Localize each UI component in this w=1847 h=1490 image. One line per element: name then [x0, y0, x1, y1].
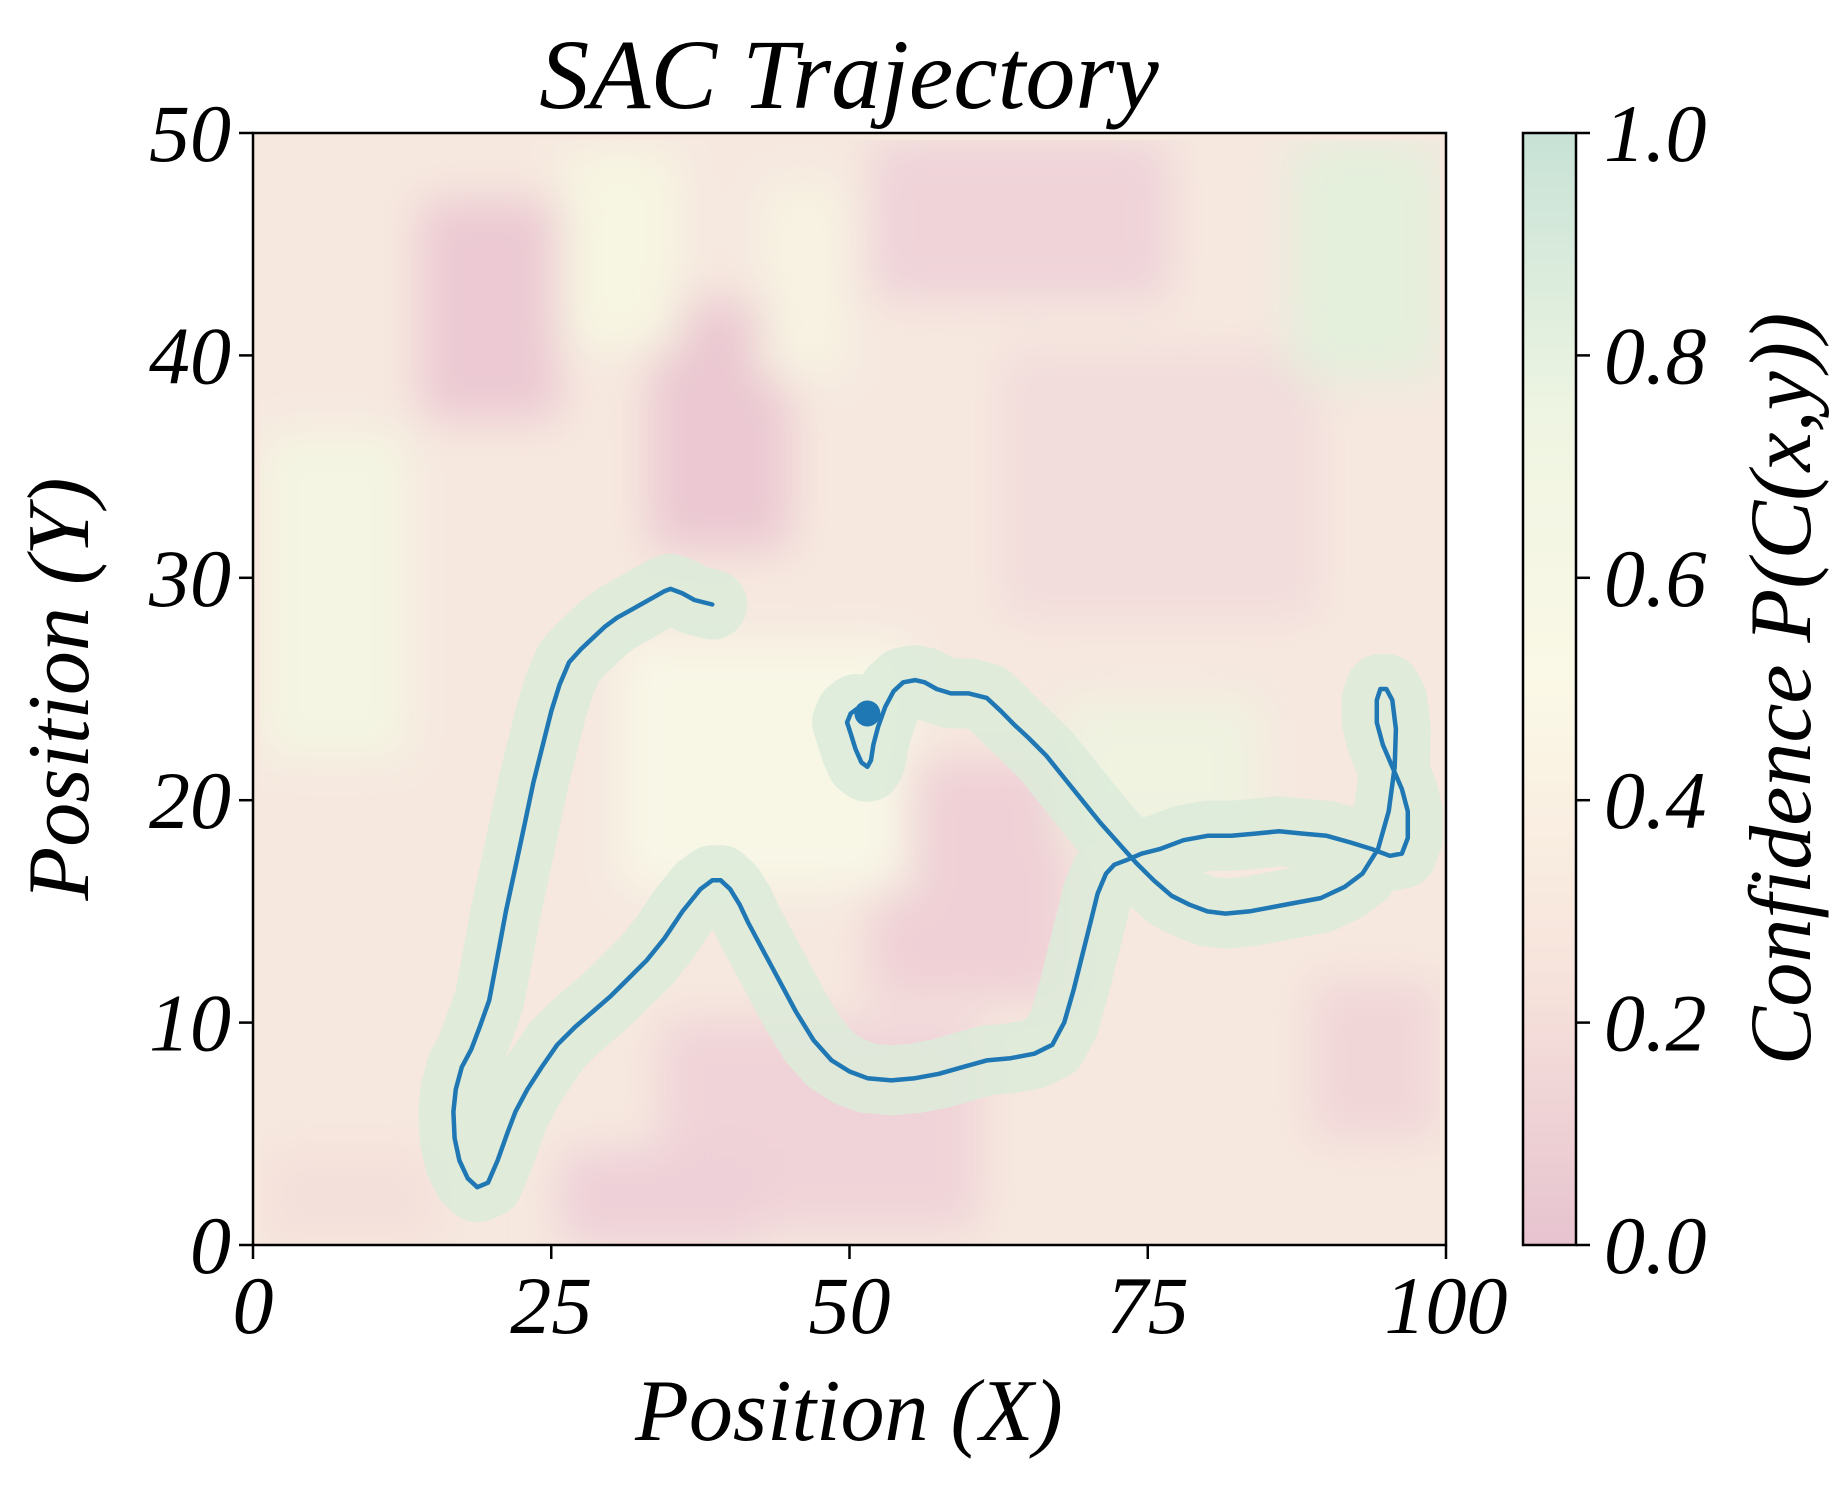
heatmap-low-zone	[420, 200, 560, 420]
trajectory-line	[451, 586, 1411, 1190]
heatmap-low-zone	[1000, 350, 1320, 620]
y-tick-label: 30	[148, 533, 231, 624]
colorbar-label: Confidence P(C(x,y))	[1733, 313, 1830, 1066]
y-tick-label: 50	[149, 88, 231, 179]
x-tick-label: 25	[510, 1260, 592, 1351]
colorbar: 0.0 0.2 0.4 0.6 0.8 1.0 Confidence P(C(x,y))	[1521, 88, 1830, 1291]
trajectory-layer	[451, 586, 1411, 1190]
heatmap-mid-zone	[260, 430, 410, 760]
y-axis: 0 10 20 30 40 50	[148, 88, 253, 1291]
heatmap-low-zone	[870, 140, 1170, 300]
colorbar-tick-label: 0.0	[1604, 1200, 1707, 1291]
y-axis-label: Position (Y)	[11, 478, 108, 902]
colorbar-tick-label: 0.2	[1604, 978, 1707, 1069]
colorbar-tick-label: 0.6	[1604, 533, 1707, 624]
colorbar-tick-label: 1.0	[1604, 88, 1707, 179]
x-axis-label: Position (X)	[634, 1363, 1063, 1460]
x-tick-label: 50	[809, 1260, 891, 1351]
heatmap-mid-zone	[560, 150, 680, 350]
colorbar-tick-label: 0.4	[1604, 755, 1707, 846]
colorbar-gradient	[1521, 131, 1578, 1247]
confidence-heatmap	[253, 133, 1446, 1245]
colorbar-tick-label: 0.8	[1604, 310, 1707, 401]
x-axis: 0 25 50 75 100	[233, 1245, 1508, 1351]
x-tick-label: 75	[1107, 1260, 1189, 1351]
heatmap-mid-zone	[760, 180, 850, 380]
heatmap-low-zone	[260, 1150, 440, 1245]
chart-title: SAC Trajectory	[539, 19, 1159, 130]
y-tick-label: 20	[149, 755, 231, 846]
y-tick-label: 40	[149, 310, 231, 401]
heatmap-low-zone	[560, 1150, 760, 1245]
colorbar-ticks: 0.0 0.2 0.4 0.6 0.8 1.0	[1576, 88, 1707, 1291]
x-tick-label: 0	[233, 1260, 274, 1351]
trajectory-start-marker	[854, 700, 881, 727]
y-tick-label: 0	[190, 1200, 231, 1291]
heatmap-high-zone	[1290, 140, 1440, 380]
y-tick-label: 10	[149, 978, 231, 1069]
x-tick-label: 100	[1385, 1260, 1508, 1351]
heatmap-low-zone	[1310, 980, 1440, 1140]
